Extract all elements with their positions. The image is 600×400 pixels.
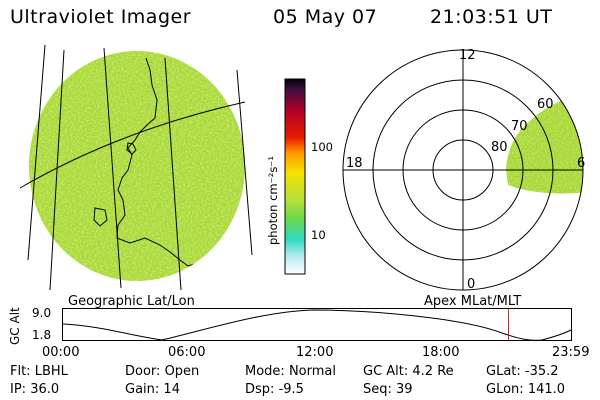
x-tick-1200: 12:00: [296, 345, 334, 360]
seq-info: Seq: 39: [363, 382, 413, 397]
colorbar-gradient: [284, 78, 306, 275]
ip-value: 36.0: [30, 382, 60, 397]
mlt-label-6: 6: [577, 156, 586, 171]
glat-value: -35.2: [524, 364, 559, 379]
door-info: Door: Open: [125, 364, 200, 379]
altitude-axis-label: GC Alt: [8, 307, 22, 345]
altitude-plot-frame: [62, 308, 572, 341]
colorbar-tick-10: 10: [311, 228, 326, 242]
filter-info: Flt: LBHL: [10, 364, 68, 379]
gain-value: 14: [163, 382, 180, 397]
apex-map-label: Apex MLat/MLT: [424, 294, 522, 309]
colorbar-tick-100: 100: [311, 140, 333, 154]
mode-value: Normal: [288, 364, 336, 379]
altitude-plot: [62, 308, 572, 341]
door-value: Open: [164, 364, 200, 379]
gc-alt-value: 4.2 Re: [412, 364, 454, 379]
glon-info: GLon: 141.0: [486, 382, 566, 397]
glat-info: GLat: -35.2: [486, 364, 559, 379]
geographic-image: [19, 44, 253, 290]
seq-value: 39: [396, 382, 413, 397]
instrument-title: Ultraviolet Imager: [10, 6, 192, 28]
mode-info: Mode: Normal: [245, 364, 336, 379]
gc-alt-info: GC Alt: 4.2 Re: [363, 364, 454, 379]
coastline: [93, 57, 211, 267]
glon-value: 141.0: [527, 382, 566, 397]
mlt-label-12: 12: [459, 48, 476, 63]
gain-info: Gain: 14: [125, 382, 180, 397]
polar-plot: [342, 49, 584, 291]
ip-info: IP: 36.0: [10, 382, 60, 397]
mlat-label-60: 60: [537, 97, 554, 112]
altitude-tick-1-8: 1.8: [32, 328, 52, 342]
date-label: 05 May 07: [273, 6, 378, 28]
mlt-label-0: 0: [467, 277, 476, 292]
altitude-tick-9: 9.0: [32, 306, 52, 320]
colorbar: [284, 78, 306, 275]
filter-value: LBHL: [34, 364, 68, 379]
x-tick-1800: 18:00: [422, 345, 460, 360]
dsp-value: -9.5: [278, 382, 304, 397]
emission-texture: [29, 51, 245, 281]
time-label: 21:03:51 UT: [430, 6, 553, 28]
mlt-label-18: 18: [346, 156, 363, 171]
x-tick-0600: 06:00: [168, 345, 206, 360]
geographic-grid: [19, 44, 253, 290]
altitude-curve: [62, 309, 572, 341]
mlat-label-80: 80: [491, 140, 508, 155]
geographic-map-label: Geographic Lat/Lon: [68, 294, 195, 309]
mlat-label-70: 70: [511, 119, 528, 134]
x-tick-0000: 00:00: [42, 345, 80, 360]
dsp-info: Dsp: -9.5: [245, 382, 304, 397]
colorbar-unit-label: photon cm⁻²s⁻¹: [266, 156, 280, 245]
x-tick-2359: 23:59: [552, 345, 590, 360]
polar-grid: [342, 49, 584, 291]
